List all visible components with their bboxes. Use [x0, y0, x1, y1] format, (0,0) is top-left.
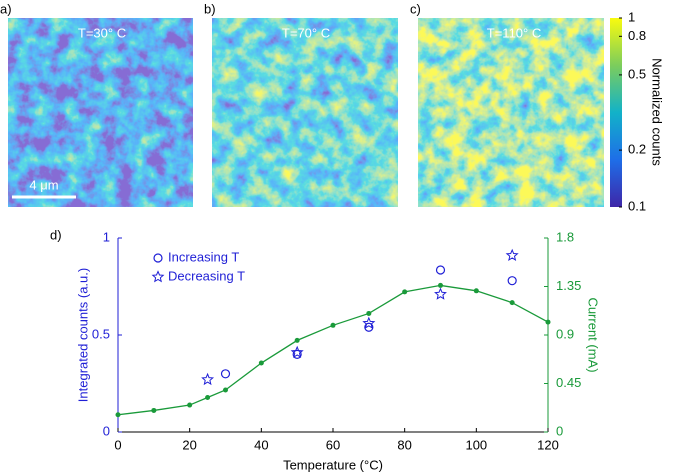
- dot-marker: [438, 282, 443, 288]
- dot-marker: [151, 407, 157, 413]
- x-tick-label: 80: [397, 437, 411, 452]
- dot-marker: [402, 289, 408, 295]
- y2-tick-label: 0.45: [556, 375, 581, 390]
- legend-marker: [153, 253, 163, 263]
- circle-marker: [435, 265, 446, 275]
- dot-marker: [258, 360, 264, 366]
- heatmap-image: [8, 18, 193, 207]
- circle-marker: [292, 349, 302, 359]
- y-tick-label: 0: [103, 423, 110, 438]
- x-tick-label: 0: [114, 437, 121, 452]
- dot-marker: [294, 337, 300, 343]
- colorbar: [610, 18, 622, 207]
- panel-label: b): [204, 1, 216, 16]
- y-tick-label: 1: [103, 229, 110, 244]
- panel-label: c): [410, 1, 421, 16]
- x-tick-label: 60: [326, 437, 340, 452]
- temperature-label: T=110° C: [487, 25, 541, 40]
- circle-marker: [220, 369, 231, 379]
- scale-bar-label: 4 μm: [29, 177, 58, 192]
- colorbar-label: Normalized counts: [650, 58, 665, 166]
- panel-label: d): [50, 227, 62, 242]
- legend-label: Decreasing T: [168, 268, 245, 283]
- y-tick-label: 0.5: [92, 326, 110, 341]
- star-marker: [201, 372, 215, 386]
- colorbar-tick-label: 1: [628, 9, 635, 24]
- y2-tick-label: 1.8: [556, 229, 574, 244]
- dot-marker: [473, 288, 479, 294]
- y2-tick-label: 0: [556, 423, 563, 438]
- y-axis-label: Integrated counts (a.u.): [75, 268, 90, 402]
- star-marker: [362, 316, 376, 329]
- x-axis-label: Temperature (°C): [283, 457, 383, 472]
- colorbar-tick-label: 0.2: [628, 142, 646, 157]
- x-tick-label: 100: [465, 437, 487, 452]
- x-tick-label: 120: [537, 437, 559, 452]
- x-tick-label: 20: [182, 437, 196, 452]
- panel-label: a): [0, 1, 12, 16]
- legend-marker: [151, 270, 165, 283]
- colorbar-tick-label: 0.1: [628, 198, 646, 213]
- y2-axis-label: Current (mA): [586, 297, 601, 372]
- current-line: [117, 284, 549, 416]
- heatmap-image: [418, 18, 604, 207]
- dot-marker: [509, 300, 515, 306]
- dot-marker: [366, 310, 372, 316]
- dot-marker: [223, 387, 228, 393]
- heatmap-image: [212, 18, 398, 207]
- colorbar-tick-label: 0.8: [628, 28, 646, 43]
- colorbar-tick-label: 0.5: [628, 66, 646, 81]
- dot-marker: [187, 402, 193, 408]
- circle-marker: [364, 322, 374, 332]
- circle-marker: [507, 276, 517, 286]
- legend-label: Increasing T: [168, 249, 239, 264]
- star-marker: [290, 345, 304, 358]
- y2-tick-label: 1.35: [556, 278, 581, 293]
- temperature-label: T=30° C: [78, 25, 126, 40]
- dot-marker: [545, 319, 551, 325]
- star-marker: [434, 287, 447, 300]
- x-tick-label: 40: [254, 437, 268, 452]
- dot-marker: [115, 412, 121, 418]
- dot-marker: [330, 322, 336, 328]
- dot-marker: [205, 395, 211, 401]
- star-marker: [505, 248, 519, 261]
- y2-tick-label: 0.9: [556, 326, 574, 341]
- temperature-label: T=70° C: [282, 25, 330, 40]
